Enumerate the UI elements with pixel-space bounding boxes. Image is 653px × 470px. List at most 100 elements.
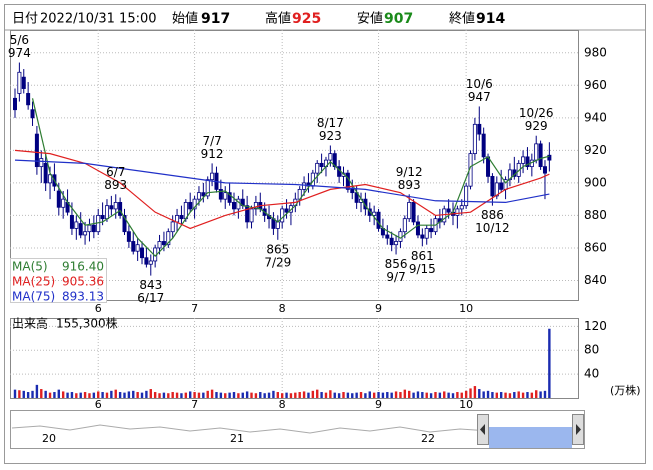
close-value: 914 [476,11,505,27]
candle-body [415,221,420,236]
candle-body [477,123,482,135]
volume-bar [464,390,468,398]
annotation-date: 9/12 [396,165,423,179]
annotation-date: 10/26 [519,106,554,120]
x-tick-label: 6 [95,302,102,315]
candle-body [525,156,530,168]
annotation-value: 974 [8,46,31,60]
candle-body [385,234,390,239]
candle-body [521,156,526,164]
candle-body [188,202,193,210]
volume-bar [359,392,363,398]
handle-arrow [480,424,485,435]
candle-body [350,188,355,194]
candle-body [118,202,123,216]
volume-bar [31,390,34,398]
close-label: 終値 [449,11,475,27]
candle-body [196,192,201,200]
candle-body [48,174,53,184]
y-tick-label: 920 [584,143,607,157]
annotation-date: 7/29 [264,255,291,269]
ma-line [31,98,550,257]
x-tick-label: 8 [279,398,286,411]
volume-bar [245,391,249,398]
volume-bar [180,393,183,398]
annotation-value: 843 [139,278,162,292]
volume-bar [517,391,520,398]
volume-bar [425,392,428,398]
candle-body [284,208,289,213]
candle-body [407,202,412,220]
annotation-value: 947 [468,90,491,104]
volume-bar [35,384,39,398]
handle-arrow [576,424,581,435]
volume-bar [83,392,87,398]
annotation-date: 9/7 [386,270,405,284]
legend-label: MA(5) [12,260,48,274]
volume-bar [197,392,201,398]
volume-bar [364,393,367,398]
volume-bar [499,392,503,398]
y-tick-label: 960 [584,78,607,92]
volume-bar [429,393,433,398]
volume-bar [521,392,525,398]
volume-bar [105,392,109,398]
navigator-selection[interactable] [489,427,572,448]
volume-bar [202,392,205,398]
volume-bar [132,390,135,398]
candle-body [39,158,44,168]
y-tick-label: 80 [584,343,599,357]
volume-bar [403,389,407,398]
candle-body [104,205,109,220]
volume-bar [438,392,442,398]
candle-body [78,223,83,236]
volume-bar [158,393,161,398]
x-tick-label: 6 [95,398,102,411]
volume-bar [491,392,494,398]
volume-bar [539,391,542,398]
x-tick-label: 7 [191,398,198,411]
volume-bar [153,392,157,398]
volume-bar [412,392,415,398]
x-tick-label: 9 [375,302,382,315]
candle-body [17,71,22,94]
ma-line [14,149,550,230]
annotation-date: 8/17 [317,116,344,130]
volume-bar [22,390,25,398]
candle-body [481,133,486,158]
candle-body [472,123,477,155]
legend-label: MA(25) [12,275,55,289]
volume-bar [324,392,328,398]
annotation-value: 893 [398,178,421,192]
volume-bar [70,392,74,398]
annotation-value: 912 [201,147,224,161]
volume-bar [486,390,490,398]
volume-bar [408,390,411,398]
candle-body [486,156,491,177]
volume-bar [123,392,126,398]
volume-bar [276,392,279,398]
candle-body [420,234,425,239]
annotation-value: 929 [525,119,548,133]
candle-body [402,218,407,233]
candle-body [69,215,74,229]
candle-body [83,231,88,236]
candle-body [319,162,324,168]
candle-body [315,162,320,174]
y-tick-label: 900 [584,175,607,189]
volume-panel [10,318,579,399]
volume-bar [53,392,56,398]
candle-body [87,224,92,233]
volume-bar [337,393,341,398]
volume-bar [456,392,459,398]
candle-body [424,228,429,239]
candle-body [131,241,136,252]
candle-body [192,198,197,210]
candle-body [389,237,394,246]
candle-body [429,228,434,233]
annotation-value: 923 [319,129,342,143]
navigator-label: 21 [230,432,244,445]
volume-bar [118,392,122,398]
navigator-label: 20 [42,432,56,445]
